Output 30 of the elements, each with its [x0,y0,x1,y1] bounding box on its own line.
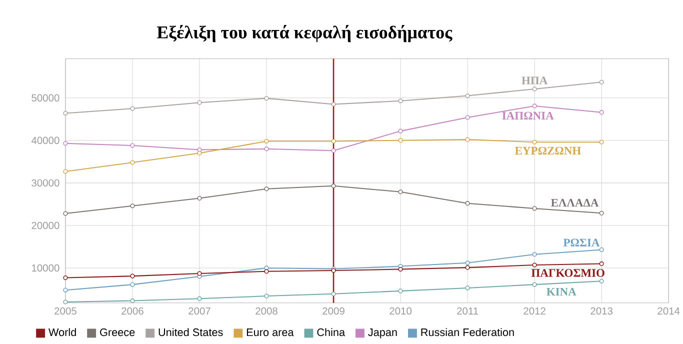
x-tick-label: 2010 [390,307,412,315]
legend-label: China [317,328,346,336]
chart-title: Εξέλιξη του κατά κεφαλή εισοδήματος [156,24,452,42]
x-tick-label: 2014 [658,307,680,315]
annotation: ΙΑΠΩΝΙΑ [502,112,554,120]
y-tick-label: 50000 [32,94,60,102]
legend-label: Greece [100,328,135,336]
legend-label: Euro area [246,328,294,336]
y-tick-label: 20000 [32,222,60,230]
legend-label: Japan [368,328,397,338]
legend-label: World [48,328,76,336]
y-tick-label: 10000 [32,264,60,272]
legend-label: United States [158,328,223,336]
annotation: ΕΥΡΩΖΩΝΗ [515,146,581,154]
legend-label: Russian Federation [421,328,514,336]
x-tick-label: 2007 [188,307,210,315]
y-tick-label: 30000 [32,179,60,187]
x-tick-label: 2011 [457,307,478,315]
annotation: ΕΛΛΑΔΑ [551,198,599,206]
x-tick-label: 2013 [590,307,613,315]
x-tick-label: 2006 [122,307,144,315]
x-tick-label: 2012 [524,307,546,315]
x-tick-label: 2009 [322,307,344,315]
annotation: ΚΙΝΑ [546,288,576,296]
annotation: ΗΠΑ [522,76,548,84]
x-tick-label: 2008 [256,307,278,315]
annotation: ΠΑΓΚΟΣΜΙΟ [531,269,604,277]
y-tick-label: 40000 [31,136,60,144]
annotation: ΡΩΣΙΑ [563,238,600,246]
x-tick-label: 2005 [54,307,76,315]
